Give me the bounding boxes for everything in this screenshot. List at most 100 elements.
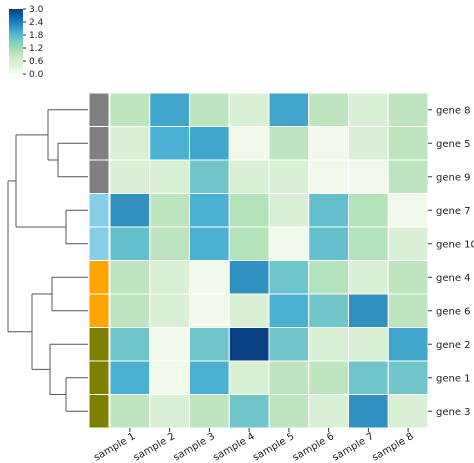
heatmap-cell — [308, 92, 349, 127]
row-color-bar — [88, 92, 110, 429]
colorbar-tick-label: 1.8 — [29, 31, 44, 41]
row-label: gene 3 — [436, 407, 471, 418]
heatmap-cell — [348, 193, 389, 228]
heatmap-grid — [109, 92, 429, 429]
heatmap-cell — [149, 394, 190, 429]
heatmap-cell — [109, 327, 151, 362]
column-label: sample 1 — [92, 431, 137, 463]
row-label: gene 10 — [436, 239, 474, 250]
heatmap-cell — [228, 293, 270, 328]
heatmap-cell — [348, 92, 389, 127]
row-color-cell — [88, 394, 110, 429]
heatmap-cell — [348, 226, 389, 261]
column-label: sample 3 — [172, 431, 217, 463]
colorbar-tick-label: 3.0 — [29, 5, 44, 15]
row-label: gene 9 — [436, 172, 471, 183]
heatmap-cell — [149, 92, 190, 127]
heatmap-cell — [228, 226, 270, 261]
colorbar: 0.0 0.6 1.2 1.8 2.4 3.0 — [9, 5, 44, 80]
heatmap-cell — [387, 327, 429, 362]
row-label: gene 4 — [436, 273, 471, 284]
heatmap-cell — [109, 226, 151, 261]
heatmap-cell — [109, 293, 151, 328]
heatmap-cell — [228, 92, 270, 127]
heatmap-cell — [387, 293, 429, 328]
heatmap-cell — [268, 394, 310, 429]
heatmap-cell — [189, 293, 230, 328]
heatmap-cell — [387, 394, 429, 429]
heatmap-cell — [308, 360, 349, 395]
heatmap-cell — [387, 360, 429, 395]
heatmap-cell — [189, 327, 230, 362]
heatmap-cell — [149, 327, 190, 362]
heatmap-cell — [348, 327, 389, 362]
heatmap-cell — [149, 159, 190, 194]
colorbar-tick-label: 2.4 — [29, 18, 44, 28]
heatmap-cell — [308, 193, 349, 228]
heatmap-cell — [268, 260, 310, 295]
row-color-cell — [88, 226, 110, 261]
heatmap-cell — [189, 260, 230, 295]
heatmap-cell — [268, 293, 310, 328]
row-color-cell — [88, 159, 110, 194]
colorbar-tick-label: 1.2 — [29, 44, 43, 54]
heatmap-cell — [308, 159, 349, 194]
heatmap-cell — [308, 293, 349, 328]
column-label: sample 7 — [331, 431, 376, 463]
heatmap-cell — [348, 394, 389, 429]
column-label: sample 4 — [211, 431, 256, 463]
column-label: sample 8 — [370, 431, 415, 463]
colorbar-tick-label: 0.6 — [29, 57, 44, 67]
heatmap-cell — [268, 360, 310, 395]
row-color-cell — [88, 92, 110, 127]
heatmap-cell — [268, 159, 310, 194]
column-label: sample 2 — [132, 431, 177, 463]
heatmap-cell — [387, 159, 429, 194]
heatmap-cell — [348, 360, 389, 395]
heatmap-cell — [308, 126, 349, 161]
row-color-cell — [88, 193, 110, 228]
heatmap-cell — [387, 260, 429, 295]
row-label: gene 2 — [436, 340, 471, 351]
heatmap-cell — [228, 260, 270, 295]
heatmap-cell — [308, 327, 349, 362]
heatmap-cell — [268, 327, 310, 362]
row-label: gene 8 — [436, 105, 471, 116]
heatmap-cell — [189, 360, 230, 395]
colorbar-tick-label: 0.0 — [29, 70, 44, 80]
row-label: gene 7 — [436, 206, 471, 217]
heatmap-cell — [149, 293, 190, 328]
heatmap-cell — [268, 92, 310, 127]
heatmap-cell — [387, 92, 429, 127]
heatmap-cell — [149, 126, 190, 161]
heatmap-cell — [109, 92, 151, 127]
heatmap-cell — [109, 360, 151, 395]
row-dendrogram — [7, 109, 88, 412]
heatmap-cell — [268, 193, 310, 228]
row-color-cell — [88, 327, 110, 362]
row-labels: gene 8 gene 5 gene 9 gene 7 gene 10 gene 4 gen… — [428, 105, 474, 418]
heatmap-cell — [228, 159, 270, 194]
heatmap-cell — [189, 193, 230, 228]
heatmap-cell — [228, 394, 270, 429]
heatmap-cell — [228, 327, 270, 362]
heatmap-cell — [308, 394, 349, 429]
heatmap-cell — [149, 226, 190, 261]
row-color-cell — [88, 293, 110, 328]
row-label: gene 1 — [436, 373, 471, 384]
heatmap-cell — [387, 126, 429, 161]
heatmap-cell — [189, 159, 230, 194]
heatmap-cell — [268, 226, 310, 261]
heatmap-cell — [149, 360, 190, 395]
heatmap-cell — [109, 193, 151, 228]
column-label: sample 5 — [251, 431, 296, 463]
row-label: gene 5 — [436, 139, 471, 150]
heatmap-cell — [228, 193, 270, 228]
heatmap-cell — [348, 260, 389, 295]
heatmap-cell — [308, 226, 349, 261]
row-color-cell — [88, 126, 110, 161]
heatmap-cell — [189, 126, 230, 161]
heatmap-cell — [109, 260, 151, 295]
